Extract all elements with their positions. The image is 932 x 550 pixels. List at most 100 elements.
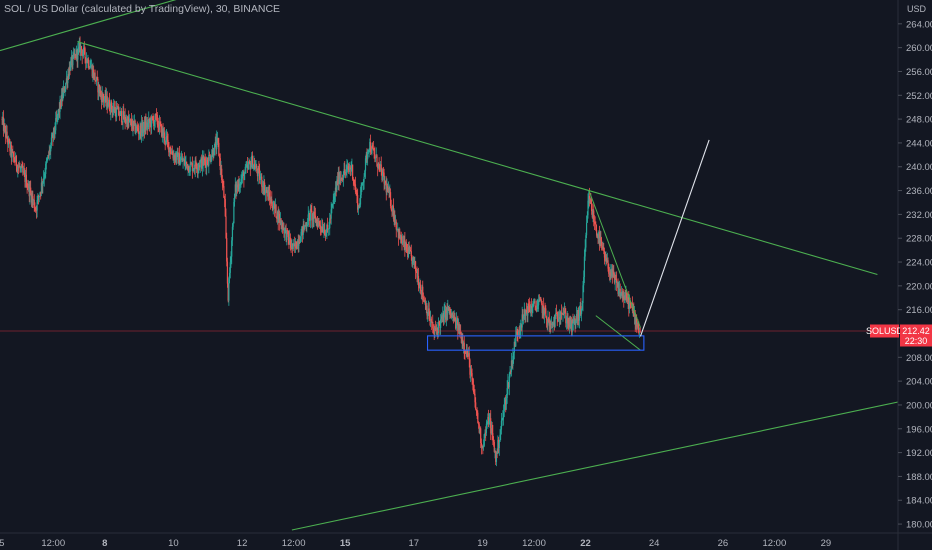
candle-body bbox=[166, 136, 168, 140]
lower-trendline[interactable] bbox=[291, 401, 899, 531]
candle-body bbox=[590, 203, 593, 212]
candle-body bbox=[22, 171, 25, 173]
candle-body bbox=[169, 147, 171, 153]
candle-body bbox=[166, 136, 168, 138]
time-axis[interactable]: 5 12:00 8 10 12 12:00 15 17 19 12:00 22 24 26 12:00 29 bbox=[0, 538, 831, 549]
support-zone-rectangle[interactable] bbox=[426, 335, 645, 351]
candle-body bbox=[335, 187, 337, 191]
candle-body bbox=[60, 100, 62, 108]
candle-body bbox=[148, 118, 150, 123]
candle-body bbox=[10, 145, 12, 158]
candle-body bbox=[528, 305, 530, 310]
candle-body bbox=[389, 192, 391, 194]
candle-body bbox=[314, 211, 316, 216]
candle-body bbox=[230, 256, 232, 263]
candle-body bbox=[145, 121, 147, 129]
time-tick-label: 12:00 bbox=[522, 538, 546, 549]
candle-body bbox=[382, 172, 384, 173]
candle-body bbox=[420, 291, 422, 295]
candle-body bbox=[522, 314, 524, 319]
candle-body bbox=[569, 317, 571, 328]
candle-body bbox=[191, 163, 193, 172]
candle-body bbox=[74, 54, 76, 56]
candle-body bbox=[482, 446, 484, 448]
upper-trendline[interactable] bbox=[77, 41, 590, 192]
candle-body bbox=[614, 278, 616, 283]
candle-body bbox=[637, 322, 639, 328]
candle-body bbox=[562, 313, 564, 315]
candle-body bbox=[435, 328, 437, 330]
candle-body bbox=[298, 241, 300, 246]
candle-body bbox=[50, 145, 52, 152]
projection-arrow-line[interactable] bbox=[639, 139, 710, 337]
candle-body bbox=[37, 195, 40, 198]
candle-body bbox=[254, 167, 256, 170]
candle-body bbox=[595, 230, 598, 236]
upper-trendline-extension[interactable] bbox=[588, 190, 878, 276]
candle-body bbox=[492, 439, 495, 442]
candle-body bbox=[242, 172, 244, 174]
candle-body bbox=[333, 196, 335, 200]
candle-body bbox=[208, 154, 210, 166]
candle-body bbox=[418, 285, 420, 289]
candle-body bbox=[110, 101, 113, 110]
candle-body bbox=[382, 172, 384, 180]
candle-body bbox=[338, 171, 340, 184]
candle-body bbox=[377, 166, 379, 169]
candle-body bbox=[603, 247, 605, 252]
candle-body bbox=[575, 314, 578, 321]
price-tick-label: 240.00 bbox=[906, 162, 932, 173]
candle-body bbox=[327, 228, 329, 230]
candle-body bbox=[349, 167, 351, 170]
candle-body bbox=[174, 155, 176, 161]
candle-body bbox=[579, 306, 581, 310]
candle-body bbox=[193, 168, 196, 170]
candle-body bbox=[633, 310, 635, 317]
time-tick-label: 12:00 bbox=[762, 538, 786, 549]
candle-body bbox=[356, 193, 358, 195]
candle-body bbox=[188, 165, 190, 173]
candle-body bbox=[65, 78, 68, 83]
candle-body bbox=[309, 213, 311, 221]
candle-body bbox=[126, 118, 128, 128]
candle-body bbox=[405, 242, 407, 250]
candle-body bbox=[243, 172, 245, 181]
candle-body bbox=[628, 301, 631, 309]
candle-body bbox=[566, 317, 568, 323]
candle-body bbox=[401, 242, 403, 244]
candle-body bbox=[533, 301, 535, 304]
candle-body bbox=[388, 187, 390, 194]
candle-body bbox=[438, 321, 440, 324]
candle-body bbox=[68, 74, 70, 77]
time-tick-label: 22 bbox=[580, 538, 591, 549]
candle-body bbox=[322, 231, 324, 233]
candle-body bbox=[44, 174, 46, 177]
candle-body bbox=[232, 223, 234, 227]
candle-body bbox=[11, 151, 13, 158]
candle-body bbox=[397, 228, 400, 239]
candle-body bbox=[458, 323, 460, 334]
candle-body bbox=[105, 96, 108, 102]
candle-body bbox=[39, 192, 41, 196]
candle-body bbox=[334, 195, 336, 197]
candle-body bbox=[571, 319, 573, 333]
candle-body bbox=[469, 359, 471, 375]
wedge-upper-line[interactable] bbox=[588, 190, 641, 328]
candle-body bbox=[111, 109, 113, 112]
outer-upper-trendline[interactable] bbox=[0, 0, 503, 52]
candle-body bbox=[426, 305, 428, 316]
candle-body bbox=[159, 121, 161, 125]
candle-body bbox=[146, 122, 148, 128]
candle-body bbox=[409, 250, 411, 252]
candle-body bbox=[450, 312, 452, 317]
candle-body bbox=[308, 213, 310, 215]
candle-body bbox=[518, 330, 520, 335]
candle-body bbox=[299, 241, 301, 243]
candle-body bbox=[173, 155, 176, 161]
candle-body bbox=[25, 174, 27, 187]
wedge-lower-line[interactable] bbox=[595, 315, 641, 351]
candle-body bbox=[328, 228, 330, 230]
price-axis[interactable]: 180.00 184.00 188.00 192.00 196.00 200.00 204.… bbox=[898, 19, 932, 531]
